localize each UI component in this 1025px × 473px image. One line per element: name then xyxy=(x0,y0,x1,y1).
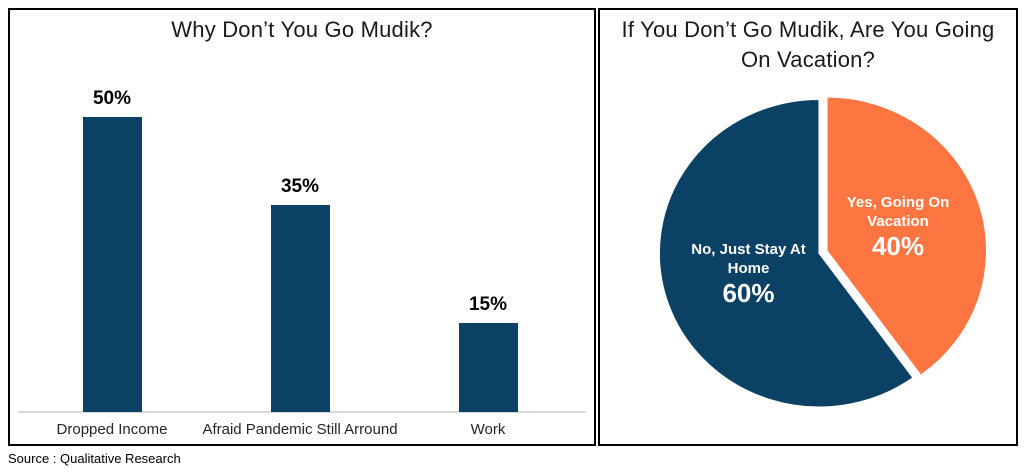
pie-slice-label-no: No, Just Stay At Home 60% xyxy=(686,240,811,307)
pie-slice-no-name: No, Just Stay At Home xyxy=(691,241,806,277)
pie-slice-no-percentage: 60% xyxy=(722,278,775,308)
pie-slice-0 xyxy=(826,96,988,377)
pie-slice-yes-percentage: 40% xyxy=(871,231,925,261)
source-note: Source : Qualitative Research xyxy=(8,451,181,466)
bar-2 xyxy=(458,323,518,412)
x-axis-line xyxy=(18,411,586,413)
pie-chart xyxy=(658,96,988,408)
pie-slice-yes-name: Yes, Going On Vacation xyxy=(846,194,950,230)
bar-category-label-0: Dropped Income xyxy=(56,421,168,438)
pie-chart-title: If You Don’t Go Mudik, Are You Going On … xyxy=(621,17,995,72)
bar-plot-area: 50% Dropped Income 35% Afraid Pandemic Stil… xyxy=(10,10,594,444)
bar-value-label-0: 50% xyxy=(92,88,132,109)
pie-chart-panel: If You Don’t Go Mudik, Are You Going On … xyxy=(598,8,1018,446)
bar-1 xyxy=(270,205,330,412)
pie-slice-label-yes: Yes, Going On Vacation 40% xyxy=(838,193,958,260)
bar-chart-panel: Why Don’t You Go Mudik? 50% Dropped Incom… xyxy=(8,8,596,446)
bar-0 xyxy=(82,117,142,412)
bar-chart-title: Why Don’t You Go Mudik? xyxy=(171,17,433,42)
bar-category-label-1: Afraid Pandemic Still Arround xyxy=(202,421,398,438)
pie-slice-1 xyxy=(658,98,915,408)
bar-value-label-1: 35% xyxy=(280,176,320,197)
bar-value-label-2: 15% xyxy=(468,294,508,315)
bar-category-label-2: Work xyxy=(470,421,506,438)
